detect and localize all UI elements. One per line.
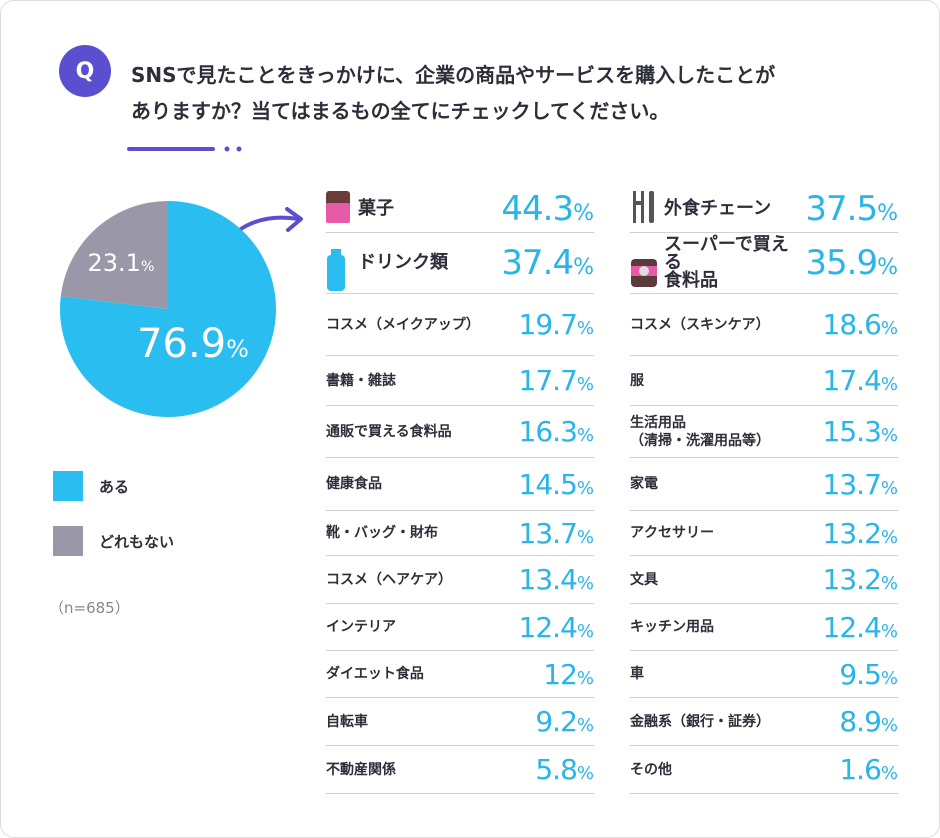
legend-label: どれもない — [99, 533, 175, 551]
item-label: 靴・バッグ・財布 — [326, 525, 438, 541]
item-value: 18.6% — [822, 308, 898, 341]
item-label: 通販で買える食料品 — [326, 423, 452, 440]
item-label: 書籍・雑誌 — [326, 372, 396, 389]
list-row: キッチン用品 12.4% — [630, 604, 898, 651]
icon-cutlery — [633, 191, 654, 223]
list-row: 生活用品 （清掃・洗濯用品等） 15.3% — [630, 406, 898, 458]
item-value: 13.2% — [822, 516, 898, 550]
list-row: アクセサリー 13.2% — [630, 511, 898, 556]
item-value: 19.7% — [518, 308, 594, 341]
item-label: 文具 — [630, 571, 658, 588]
item-value: 17.7% — [518, 364, 594, 397]
slice-label: 76.9% — [137, 321, 249, 367]
list-row: 書籍・雑誌 17.7% — [326, 356, 594, 406]
item-label: スーパーで買える 食料品 — [664, 234, 789, 291]
item-value: 35.9% — [805, 243, 898, 283]
item-label: 家電 — [630, 476, 658, 492]
item-value: 37.4% — [501, 243, 594, 283]
q-letter: Q — [76, 59, 95, 84]
item-label: コスメ（ヘアケア） — [326, 571, 452, 588]
list-row: その他 1.6% — [630, 746, 898, 794]
icon-candy — [326, 191, 350, 223]
icon-bag — [631, 259, 657, 287]
item-value: 13.4% — [518, 563, 594, 596]
item-value: 17.4% — [822, 364, 898, 397]
item-label: キッチン用品 — [630, 619, 714, 635]
item-value: 44.3% — [501, 188, 594, 229]
legend-swatch — [53, 526, 83, 556]
item-label: 金融系（銀行・証券） — [630, 713, 770, 730]
item-value: 14.5% — [518, 467, 594, 501]
list-row: インテリア 12.4% — [326, 604, 594, 651]
item-value: 12.4% — [822, 610, 898, 644]
list-row: 車 9.5% — [630, 651, 898, 698]
item-value: 13.7% — [518, 516, 594, 550]
list-row: コスメ（スキンケア） 18.6% — [630, 294, 898, 356]
list-row: コスメ（メイクアップ） 19.7% — [326, 294, 594, 356]
item-label: 外食チェーン — [664, 197, 772, 219]
item-label: ダイエット食品 — [326, 666, 424, 682]
list-row: ドリンク類 37.4% — [326, 233, 594, 294]
item-label: 健康食品 — [326, 476, 382, 492]
item-label: 自転車 — [326, 713, 368, 730]
arrow-head — [285, 207, 303, 232]
list-row: 文具 13.2% — [630, 556, 898, 604]
pie-slice — [60, 201, 168, 309]
question: SNSで見たことをきっかけに、企業の商品やサービスを購入したことが ありますか？… — [131, 63, 776, 123]
item-value: 8.9% — [839, 705, 898, 738]
item-label: 生活用品 （清掃・洗濯用品等） — [630, 414, 770, 449]
list-row: 健康食品 14.5% — [326, 458, 594, 511]
item-value: 13.7% — [822, 467, 898, 501]
item-value: 16.3% — [518, 415, 594, 448]
item-label: 車 — [630, 666, 644, 682]
sample-note: （n=685） — [49, 599, 130, 617]
dot — [236, 146, 242, 152]
item-value: 9.2% — [535, 705, 594, 738]
list-row: スーパーで買える 食料品 35.9% — [630, 233, 898, 294]
item-label: その他 — [630, 761, 672, 778]
item-value: 13.2% — [822, 563, 898, 596]
list-row: 金融系（銀行・証券） 8.9% — [630, 698, 898, 746]
item-label: 不動産関係 — [326, 761, 396, 778]
list-row: 外食チェーン 37.5% — [630, 185, 898, 233]
item-label: アクセサリー — [630, 525, 714, 541]
item-value: 1.6% — [839, 753, 898, 786]
item-label: 服 — [630, 372, 644, 389]
list-row: 菓子 44.3% — [326, 185, 594, 233]
list-row: 家電 13.7% — [630, 458, 898, 511]
item-label: コスメ（メイクアップ） — [326, 316, 480, 333]
icon-drink — [327, 249, 345, 291]
item-value: 12.4% — [518, 610, 594, 644]
dot — [224, 146, 230, 152]
item-label: コスメ（スキンケア） — [630, 316, 770, 333]
list-row: 服 17.4% — [630, 356, 898, 406]
list-row: コスメ（ヘアケア） 13.4% — [326, 556, 594, 604]
item-label: インテリア — [326, 619, 396, 635]
slice-label: 23.1% — [87, 249, 154, 277]
item-value: 5.8% — [535, 753, 594, 786]
item-value: 12% — [543, 657, 594, 691]
item-label: ドリンク類 — [358, 252, 448, 273]
list-row: 通販で買える食料品 16.3% — [326, 406, 594, 458]
legend-label: ある — [99, 478, 130, 496]
item-label: 菓子 — [358, 197, 394, 219]
list-row: 自転車 9.2% — [326, 698, 594, 746]
q-badge — [59, 45, 111, 97]
item-value: 9.5% — [839, 657, 898, 691]
item-value: 37.5% — [805, 188, 898, 229]
legend-swatch — [53, 471, 83, 501]
list-row: ダイエット食品 12% — [326, 651, 594, 698]
list-row: 不動産関係 5.8% — [326, 746, 594, 794]
item-value: 15.3% — [822, 415, 898, 448]
list-row: 靴・バッグ・財布 13.7% — [326, 511, 594, 556]
